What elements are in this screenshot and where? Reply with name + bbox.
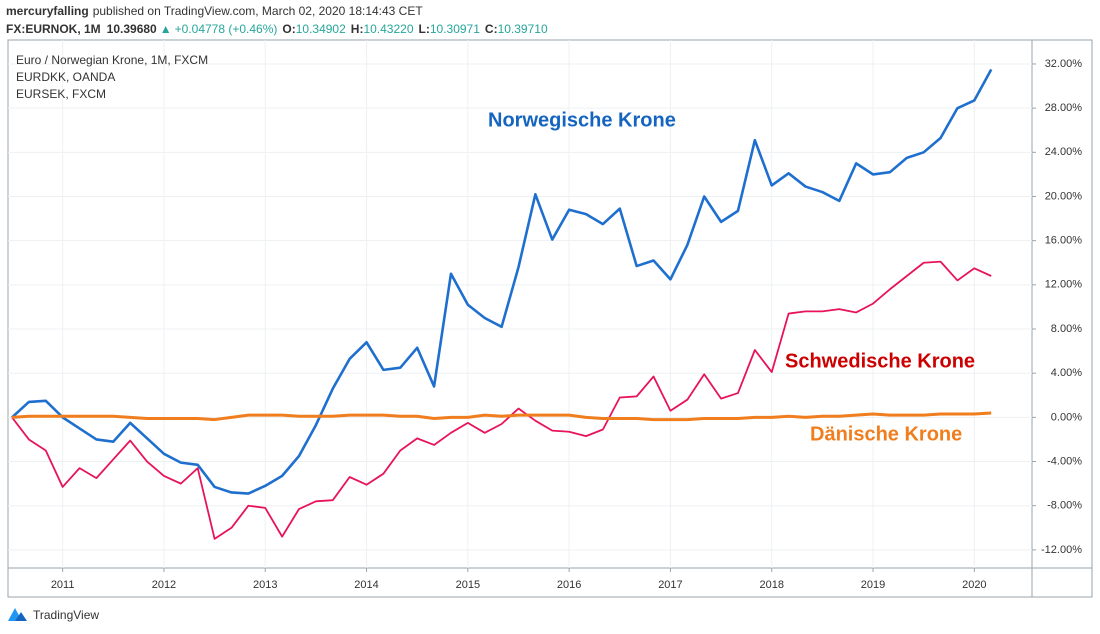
annotation: Schwedische Krone bbox=[785, 350, 975, 372]
header-line: mercuryfalling published on TradingView.c… bbox=[6, 4, 423, 18]
x-tick-label: 2012 bbox=[152, 579, 176, 591]
x-tick-label: 2019 bbox=[861, 579, 885, 591]
x-tick-label: 2018 bbox=[759, 579, 783, 591]
frame bbox=[7, 39, 1093, 598]
ohlc-label: H: bbox=[351, 22, 364, 36]
y-tick-label: 20.00% bbox=[1045, 190, 1083, 202]
y-tick-label: 4.00% bbox=[1051, 367, 1082, 379]
x-tick-label: 2015 bbox=[456, 579, 480, 591]
footer-brand: TradingView bbox=[33, 608, 99, 622]
y-tick-label: -8.00% bbox=[1047, 500, 1082, 512]
x-tick-label: 2011 bbox=[51, 579, 75, 591]
last: 10.39680 bbox=[107, 22, 157, 36]
legend: Euro / Norwegian Krone, 1M, FXCM EURDKK, … bbox=[16, 53, 208, 101]
arrow: ▲ bbox=[160, 22, 172, 36]
publisher: mercuryfalling bbox=[6, 4, 89, 18]
ohlc-value: 10.30971 bbox=[430, 22, 480, 36]
ohlc-value: 10.39710 bbox=[498, 22, 548, 36]
x-tick-label: 2013 bbox=[253, 579, 277, 591]
x-tick-label: 2017 bbox=[658, 579, 682, 591]
logo-icon bbox=[15, 612, 27, 621]
change: +0.04778 (+0.46%) bbox=[175, 22, 278, 36]
y-tick-label: 16.00% bbox=[1045, 235, 1083, 247]
grid: 32.00% 28.00% 24.00% 20.00% 16.00% 12.00% 8.00… bbox=[8, 40, 1082, 591]
ohlc-label: O: bbox=[282, 22, 295, 36]
ohlc-label: L: bbox=[419, 22, 430, 36]
footer-logo bbox=[8, 608, 27, 621]
symbol: FX:EURNOK, 1M bbox=[6, 22, 101, 36]
y-tick-label: -12.00% bbox=[1041, 544, 1082, 556]
legend-entry: EURDKK, OANDA bbox=[16, 70, 115, 84]
y-tick-label: 32.00% bbox=[1045, 58, 1083, 70]
plot bbox=[11, 68, 993, 540]
y-tick-label: 8.00% bbox=[1051, 323, 1082, 335]
ohlc-value: 10.34902 bbox=[296, 22, 346, 36]
y-tick-label: 0.00% bbox=[1051, 411, 1082, 423]
series-line bbox=[11, 260, 992, 540]
x-tick-label: 2014 bbox=[354, 579, 378, 591]
legend-entry: EURSEK, FXCM bbox=[16, 87, 106, 101]
y-tick-label: 12.00% bbox=[1045, 279, 1083, 291]
ohlc-label: C: bbox=[485, 22, 498, 36]
annotation: Norwegische Krone bbox=[488, 109, 676, 131]
y-tick-label: -4.00% bbox=[1047, 455, 1082, 467]
series-line bbox=[11, 411, 992, 422]
quote-line: FX:EURNOK, 1M 10.39680 ▲ +0.04778 (+0.46%) O… bbox=[6, 22, 548, 36]
x-tick-label: 2016 bbox=[557, 579, 581, 591]
annotation: Dänische Krone bbox=[810, 423, 962, 445]
legend-entry: Euro / Norwegian Krone, 1M, FXCM bbox=[16, 53, 208, 67]
y-tick-label: 24.00% bbox=[1045, 146, 1083, 158]
published: published on TradingView.com, March 02, … bbox=[93, 4, 424, 18]
ohlc-value: 10.43220 bbox=[363, 22, 413, 36]
y-tick-label: 28.00% bbox=[1045, 102, 1083, 114]
series-line bbox=[11, 68, 993, 495]
x-tick-label: 2020 bbox=[962, 579, 986, 591]
annotations: Norwegische Krone Schwedische Krone Dänisc… bbox=[488, 109, 975, 445]
